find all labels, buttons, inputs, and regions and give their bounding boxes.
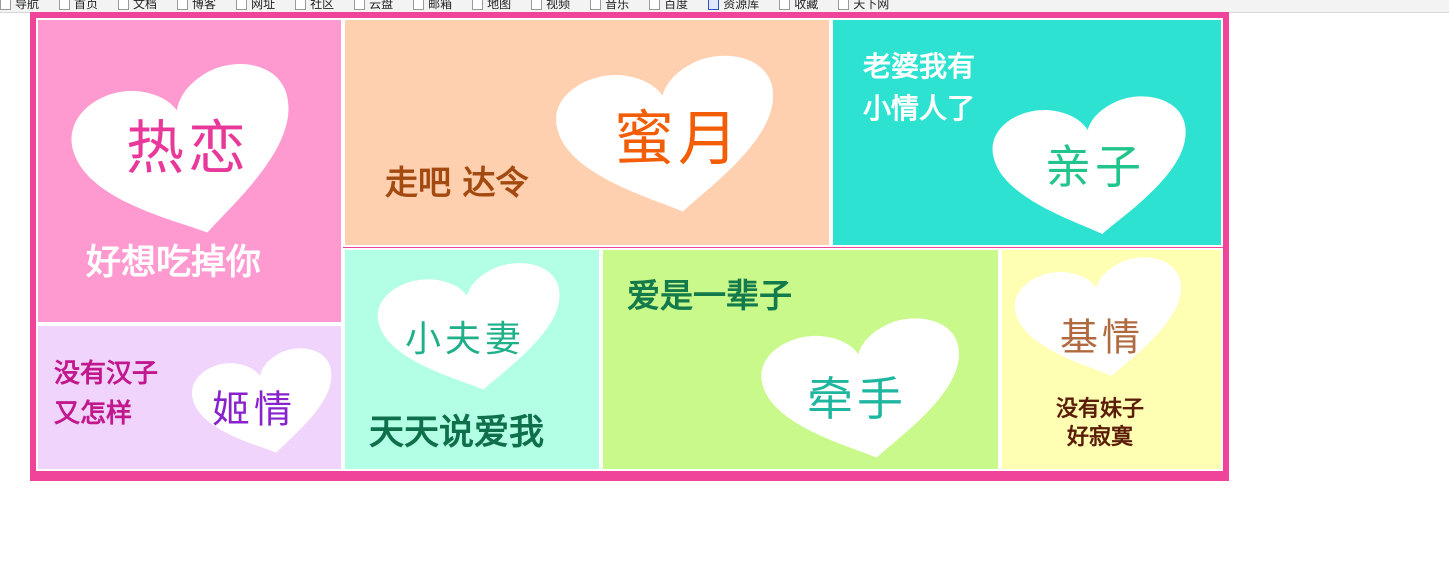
heart-icon (1014, 257, 1181, 377)
bookmark-item[interactable]: 资源库 (708, 0, 759, 11)
bookmark-page-icon (354, 0, 366, 10)
heart-label: 小夫妻 (404, 319, 526, 360)
bookmark-label: 社区 (310, 0, 335, 11)
tile-caption: 爱是一辈子 (627, 276, 792, 315)
activity-tile-grid: 热恋 好想吃掉你 蜜月 走吧 达令 亲子 老婆我有 小情人了 姬情 没有汉子 又… (30, 12, 1229, 481)
bookmark-page-icon (295, 0, 307, 10)
bookmark-label: 地图 (487, 0, 512, 11)
tile-relian[interactable]: 热恋 好想吃掉你 (36, 18, 343, 324)
bookmark-page-icon (531, 0, 543, 10)
tile-caption: 老婆我有 小情人了 (863, 50, 976, 125)
heart-icon (377, 263, 560, 390)
bookmark-page-icon (0, 0, 11, 10)
bookmark-item[interactable]: 音乐 (590, 0, 629, 11)
bookmark-page-icon (118, 0, 130, 10)
bookmark-label: 首页 (74, 0, 99, 11)
heart-label: 牵手 (807, 372, 907, 426)
bookmark-page-icon (59, 0, 71, 10)
bookmark-label: 音乐 (605, 0, 630, 11)
bookmark-label: 导航 (15, 0, 40, 11)
bookmark-page-icon (472, 0, 484, 10)
bookmark-label: 云盘 (369, 0, 394, 11)
bookmark-item[interactable]: 地图 (472, 0, 511, 11)
bookmark-item[interactable]: 博客 (177, 0, 216, 11)
tile-caption: 没有汉子 又怎样 (54, 359, 159, 429)
bookmark-item[interactable]: 导航 (0, 0, 39, 11)
tile-jiqing2[interactable]: 姬情 没有汉子 又怎样 (36, 324, 343, 471)
bookmark-item[interactable]: 视频 (531, 0, 570, 11)
bookmark-item[interactable]: 社区 (295, 0, 334, 11)
tile-miyue[interactable]: 蜜月 走吧 达令 (343, 18, 831, 247)
bookmark-page-icon (708, 0, 720, 10)
bookmark-label: 百度 (664, 0, 689, 11)
bookmark-page-icon (779, 0, 791, 10)
bookmark-page-icon (236, 0, 248, 10)
tile-jiqing[interactable]: 基情 没有妹子 好寂寞 (1000, 248, 1223, 471)
bookmark-page-icon (838, 0, 850, 10)
bookmark-item[interactable]: 百度 (649, 0, 688, 11)
bookmark-item[interactable]: 网址 (236, 0, 275, 11)
bookmark-page-icon (649, 0, 661, 10)
heart-icon (71, 64, 289, 233)
bookmark-label: 邮箱 (428, 0, 453, 11)
tile-caption: 走吧 达令 (385, 163, 529, 202)
tile-caption: 天天说爱我 (369, 413, 545, 453)
bookmarks-bar: 导航 首页 文档 博客 网址 社区 云盘 邮箱 地图 视频 音乐 百度 资源库 收藏 天下网 (0, 0, 1449, 13)
heart-label: 热恋 (125, 114, 251, 182)
bookmark-label: 博客 (192, 0, 217, 11)
tile-caption: 没有妹子 好寂寞 (1056, 397, 1145, 450)
heart-label: 亲子 (1045, 140, 1145, 194)
tile-qianshou[interactable]: 牵手 爱是一辈子 (601, 248, 1000, 471)
bookmark-label: 文档 (133, 0, 158, 11)
tile-xiaofuqi[interactable]: 小夫妻 天天说爱我 (343, 248, 601, 471)
bookmark-item[interactable]: 首页 (59, 0, 98, 11)
heart-icon (761, 318, 959, 458)
heart-icon (191, 348, 332, 453)
bookmark-item[interactable]: 邮箱 (413, 0, 452, 11)
bookmark-label: 网址 (251, 0, 276, 11)
bookmark-label: 天下网 (853, 0, 890, 11)
bookmark-label: 收藏 (794, 0, 819, 11)
bookmark-item[interactable]: 天下网 (838, 0, 889, 11)
bookmark-item[interactable]: 云盘 (354, 0, 393, 11)
heart-icon (992, 96, 1186, 235)
bookmark-page-icon (413, 0, 425, 10)
heart-label: 基情 (1059, 315, 1145, 360)
heart-icon (556, 55, 773, 212)
heart-label: 姬情 (211, 387, 297, 432)
bookmark-item[interactable]: 文档 (118, 0, 157, 11)
bookmark-label: 视频 (546, 0, 571, 11)
bookmark-page-icon (590, 0, 602, 10)
bookmark-label: 资源库 (723, 0, 760, 11)
heart-label: 蜜月 (614, 104, 742, 175)
tile-caption: 好想吃掉你 (86, 243, 262, 283)
bookmark-page-icon (177, 0, 189, 10)
bookmark-item[interactable]: 收藏 (779, 0, 818, 11)
tile-qinzi[interactable]: 亲子 老婆我有 小情人了 (831, 18, 1223, 247)
